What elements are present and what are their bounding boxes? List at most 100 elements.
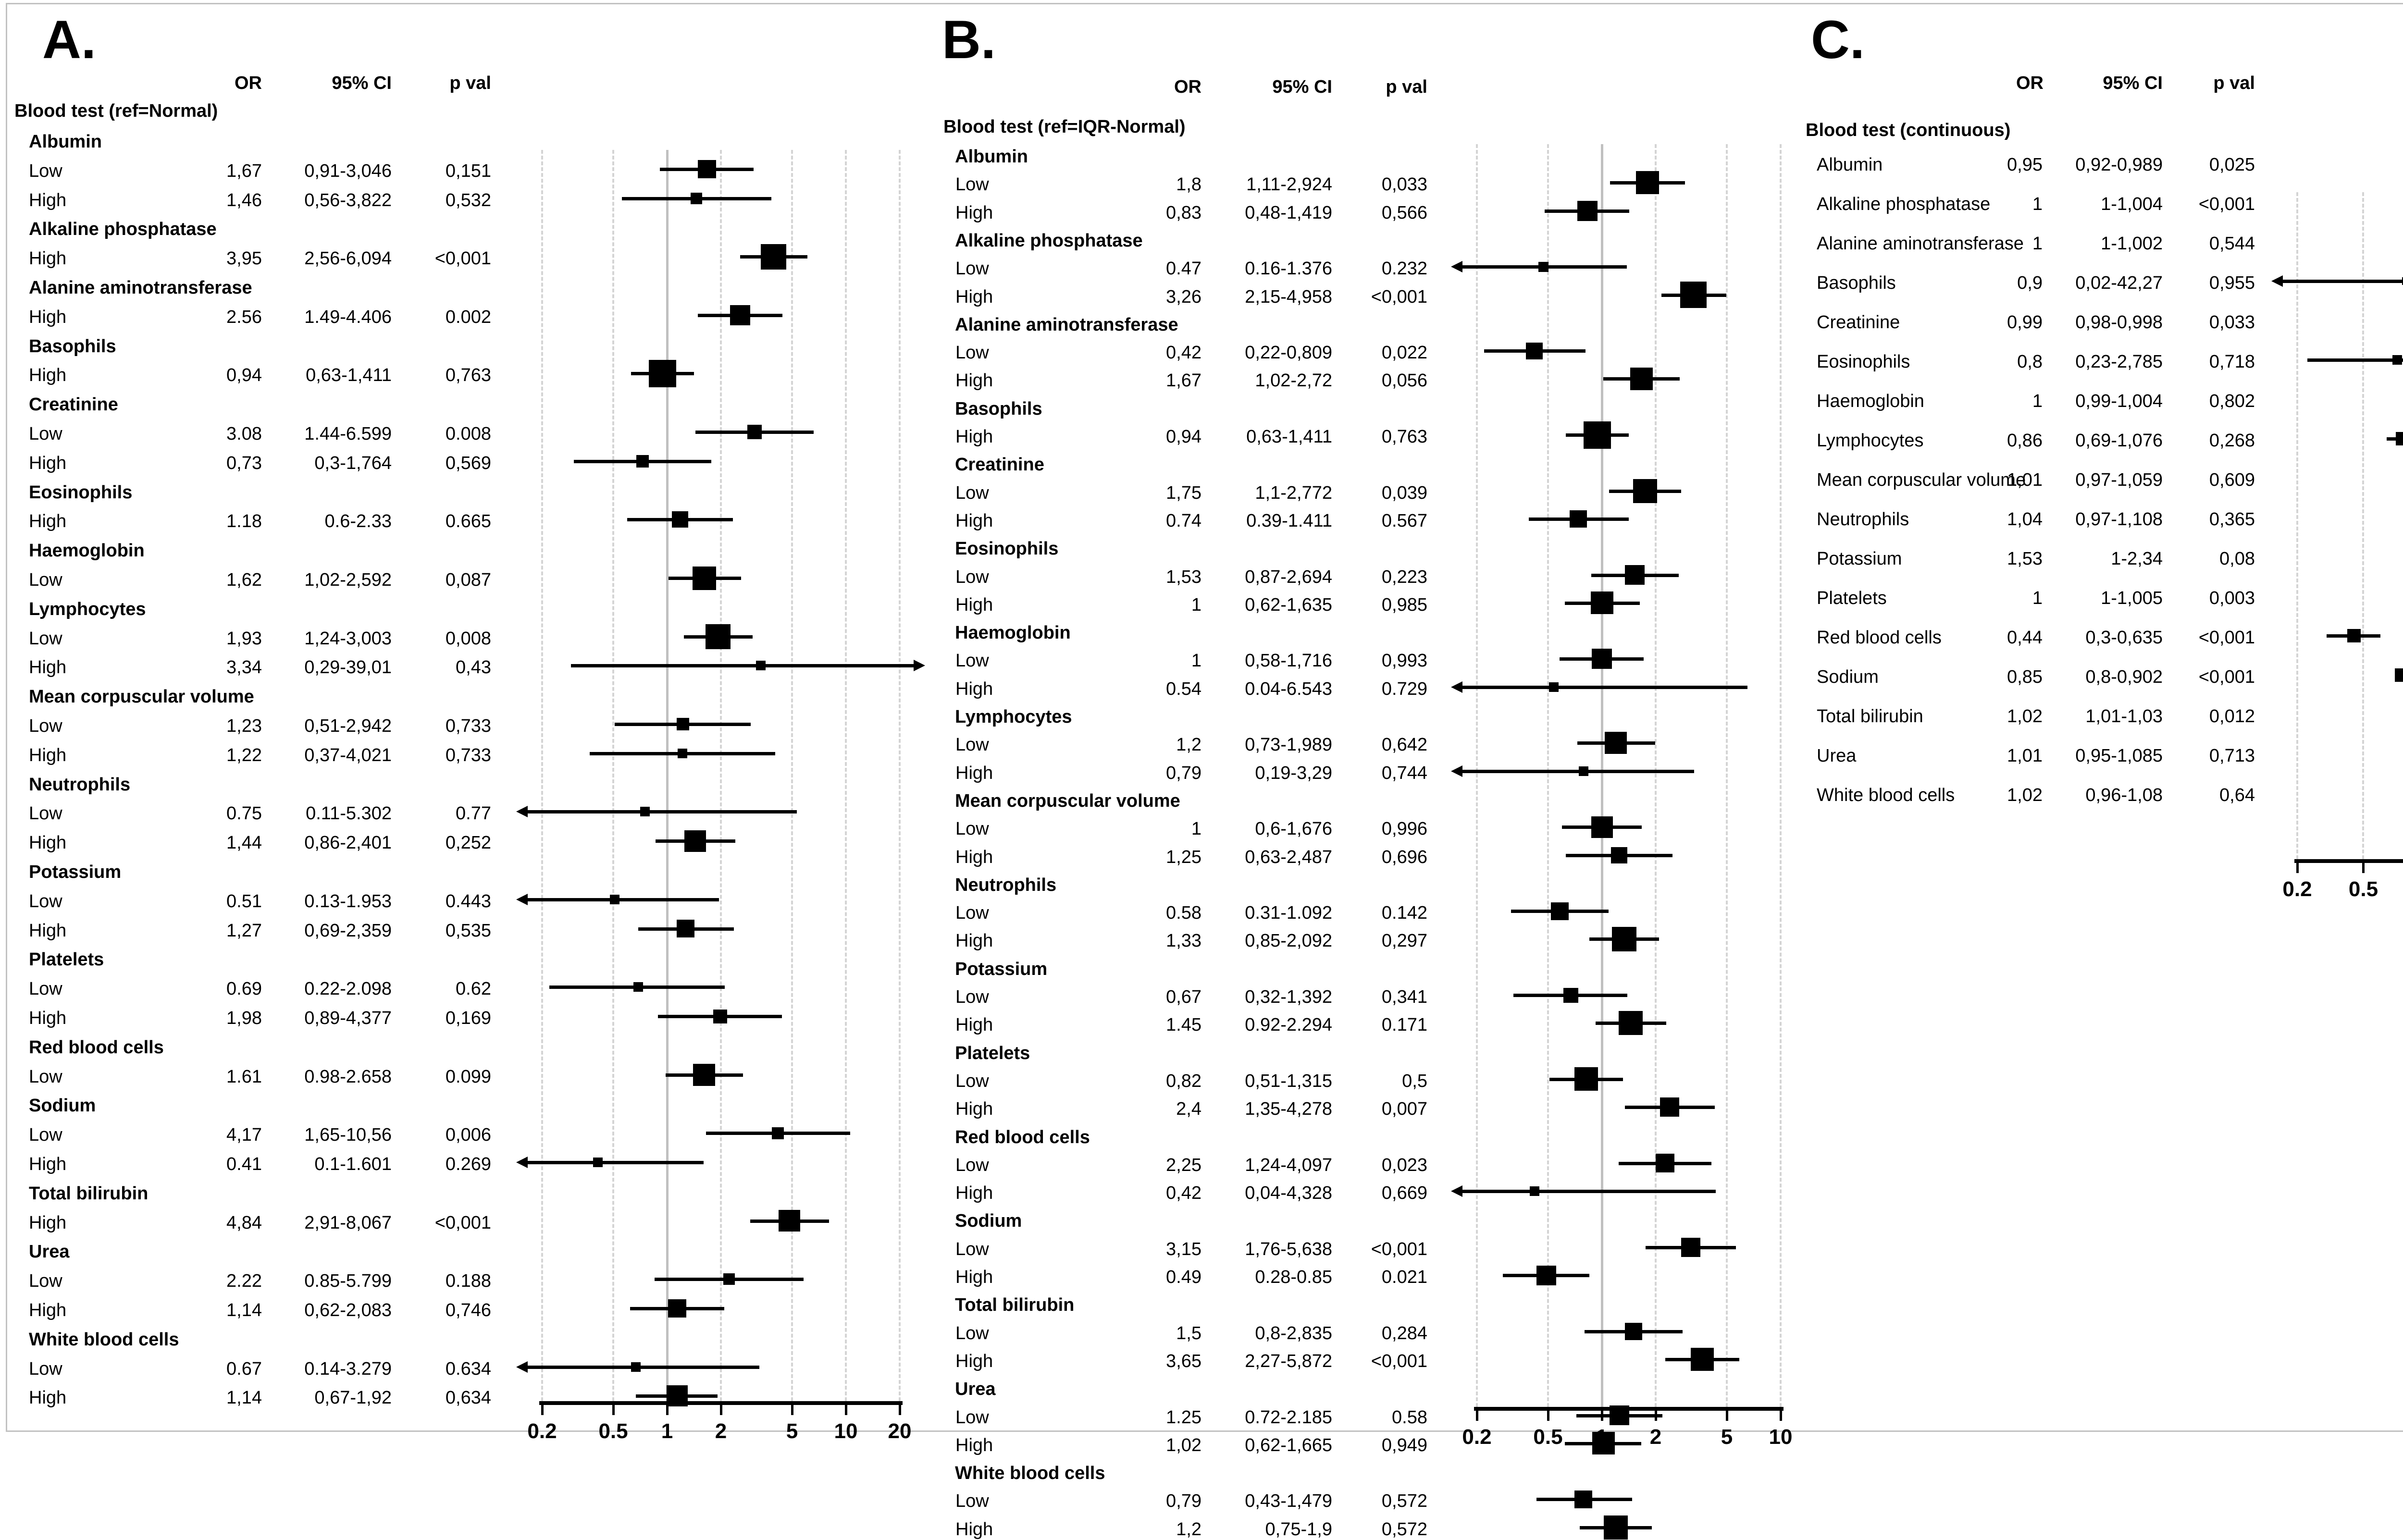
or-marker bbox=[779, 1210, 800, 1232]
or-marker bbox=[1591, 816, 1613, 838]
forest-plot-figure: A. OR 95% CI p val Blood test (ref=Norma… bbox=[0, 0, 2403, 1447]
row-label: Low bbox=[29, 1359, 62, 1380]
or-marker bbox=[684, 830, 706, 852]
group-header: Blood test (continuous) bbox=[1806, 120, 2010, 141]
p-value: 0,252 bbox=[347, 833, 491, 853]
row-label: Low bbox=[29, 628, 62, 649]
row-label: Total bilirubin bbox=[1817, 706, 1923, 727]
row-label: Urea bbox=[1817, 746, 1856, 766]
test-group-label: Total bilirubin bbox=[29, 1183, 148, 1204]
or-marker bbox=[1656, 1154, 1674, 1172]
p-value: 0.62 bbox=[347, 979, 491, 999]
row-label: High bbox=[29, 453, 66, 474]
gridline bbox=[541, 150, 543, 1401]
row-label: Low bbox=[955, 343, 989, 363]
row-label: High bbox=[29, 511, 66, 532]
row-label: High bbox=[955, 1435, 993, 1456]
axis-tick bbox=[791, 1404, 793, 1415]
axis-tick-label: 5 bbox=[1721, 1425, 1733, 1449]
axis-tick-label: 1 bbox=[661, 1419, 673, 1443]
test-group-label: Alanine aminotransferase bbox=[29, 278, 252, 298]
or-marker bbox=[730, 305, 750, 325]
gridline bbox=[1547, 144, 1549, 1407]
row-label: High bbox=[29, 745, 66, 766]
row-label: Low bbox=[29, 1067, 62, 1087]
or-marker bbox=[1630, 368, 1653, 390]
panel-b-label: B. bbox=[942, 9, 996, 71]
p-value: 0.567 bbox=[1283, 511, 1427, 531]
or-marker bbox=[678, 749, 687, 758]
row-label: High bbox=[955, 847, 993, 868]
row-label: High bbox=[955, 287, 993, 308]
test-group-label: Urea bbox=[955, 1379, 996, 1400]
ci-line bbox=[1462, 1190, 1716, 1193]
panel-c-label: C. bbox=[1811, 9, 1865, 71]
axis-tick-label: 0.5 bbox=[2349, 877, 2378, 901]
or-marker bbox=[1691, 1348, 1714, 1371]
test-group-label: Alanine aminotransferase bbox=[955, 315, 1178, 335]
p-value: 0,169 bbox=[347, 1008, 491, 1029]
ci-line bbox=[528, 898, 719, 901]
gridline bbox=[845, 150, 847, 1401]
p-value: 0,033 bbox=[2111, 312, 2255, 333]
test-group-label: Sodium bbox=[29, 1096, 96, 1116]
row-label: Neutrophils bbox=[1817, 509, 1909, 530]
axis-tick bbox=[1601, 1410, 1603, 1421]
or-marker bbox=[1579, 766, 1588, 776]
p-value: 0,223 bbox=[1283, 567, 1427, 588]
p-value: 0,08 bbox=[2111, 549, 2255, 569]
or-marker bbox=[1577, 201, 1598, 221]
or-marker bbox=[1604, 1515, 1628, 1540]
axis-tick bbox=[1476, 1410, 1478, 1421]
axis-tick bbox=[1780, 1410, 1782, 1421]
row-label: High bbox=[955, 1267, 993, 1288]
p-value: 0.443 bbox=[347, 891, 491, 912]
test-group-label: Platelets bbox=[955, 1043, 1030, 1064]
row-label: Eosinophils bbox=[1817, 352, 1910, 372]
p-value: 0,087 bbox=[347, 570, 491, 591]
or-marker bbox=[1549, 682, 1559, 692]
or-marker bbox=[1681, 1238, 1700, 1257]
p-value: 0,949 bbox=[1283, 1435, 1427, 1456]
row-label: High bbox=[29, 833, 66, 853]
ci-line bbox=[528, 1161, 704, 1164]
row-label: High bbox=[29, 921, 66, 941]
test-group-label: Albumin bbox=[29, 132, 102, 152]
or-marker bbox=[1536, 1266, 1556, 1285]
axis-tick-label: 10 bbox=[1769, 1425, 1793, 1449]
test-group-label: Red blood cells bbox=[29, 1037, 164, 1058]
p-value: 0,572 bbox=[1283, 1519, 1427, 1540]
row-label: Low bbox=[29, 570, 62, 591]
axis-tick-label: 2 bbox=[1650, 1425, 1661, 1449]
p-value: 0,733 bbox=[347, 745, 491, 766]
or-marker bbox=[640, 807, 650, 816]
group-header: Blood test (ref=Normal) bbox=[14, 101, 218, 122]
p-value: 0.171 bbox=[1283, 1015, 1427, 1035]
ci-arrow-left bbox=[2271, 275, 2283, 287]
axis-tick bbox=[612, 1404, 615, 1415]
test-group-label: Red blood cells bbox=[955, 1127, 1090, 1148]
p-value: 0,733 bbox=[347, 716, 491, 737]
p-value: 0,572 bbox=[1283, 1491, 1427, 1512]
or-marker bbox=[1592, 649, 1612, 669]
or-marker bbox=[1625, 565, 1645, 585]
row-label: Low bbox=[29, 716, 62, 737]
test-group-label: Urea bbox=[29, 1242, 70, 1262]
p-value: 0,297 bbox=[1283, 931, 1427, 951]
row-label: High bbox=[29, 1008, 66, 1029]
row-label: Low bbox=[955, 483, 989, 504]
p-value: 0,993 bbox=[1283, 651, 1427, 671]
test-group-label: Sodium bbox=[955, 1211, 1022, 1232]
row-label: Low bbox=[955, 735, 989, 755]
row-label: Low bbox=[955, 987, 989, 1008]
or-marker bbox=[2396, 432, 2403, 445]
test-group-label: Creatinine bbox=[955, 455, 1044, 475]
or-marker bbox=[1570, 510, 1587, 528]
row-label: High bbox=[29, 1154, 66, 1175]
p-value: 0,039 bbox=[1283, 483, 1427, 504]
test-group-label: Lymphocytes bbox=[29, 599, 146, 620]
gridline bbox=[1726, 144, 1728, 1407]
or-marker bbox=[713, 1010, 727, 1023]
p-value: 0,64 bbox=[2111, 785, 2255, 806]
test-group-label: Neutrophils bbox=[955, 875, 1056, 896]
